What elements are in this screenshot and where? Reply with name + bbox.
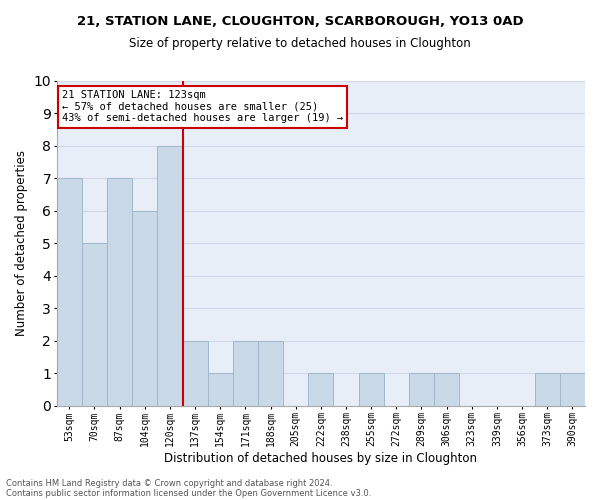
Bar [107, 178, 132, 406]
Bar [82, 243, 107, 406]
Bar [132, 210, 157, 406]
Text: 21, STATION LANE, CLOUGHTON, SCARBOROUGH, YO13 0AD: 21, STATION LANE, CLOUGHTON, SCARBOROUGH… [77, 15, 523, 28]
Text: Contains public sector information licensed under the Open Government Licence v3: Contains public sector information licen… [6, 488, 371, 498]
Y-axis label: Number of detached properties: Number of detached properties [15, 150, 28, 336]
Bar [308, 373, 334, 406]
Text: Contains HM Land Registry data © Crown copyright and database right 2024.: Contains HM Land Registry data © Crown c… [6, 478, 332, 488]
Text: Size of property relative to detached houses in Cloughton: Size of property relative to detached ho… [129, 38, 471, 51]
Bar [208, 373, 233, 406]
Text: 21 STATION LANE: 123sqm
← 57% of detached houses are smaller (25)
43% of semi-de: 21 STATION LANE: 123sqm ← 57% of detache… [62, 90, 343, 124]
Bar [359, 373, 384, 406]
Bar [157, 146, 182, 406]
X-axis label: Distribution of detached houses by size in Cloughton: Distribution of detached houses by size … [164, 452, 478, 465]
Bar [535, 373, 560, 406]
Bar [57, 178, 82, 406]
Bar [258, 340, 283, 406]
Bar [409, 373, 434, 406]
Bar [560, 373, 585, 406]
Bar [233, 340, 258, 406]
Bar [182, 340, 208, 406]
Bar [434, 373, 459, 406]
